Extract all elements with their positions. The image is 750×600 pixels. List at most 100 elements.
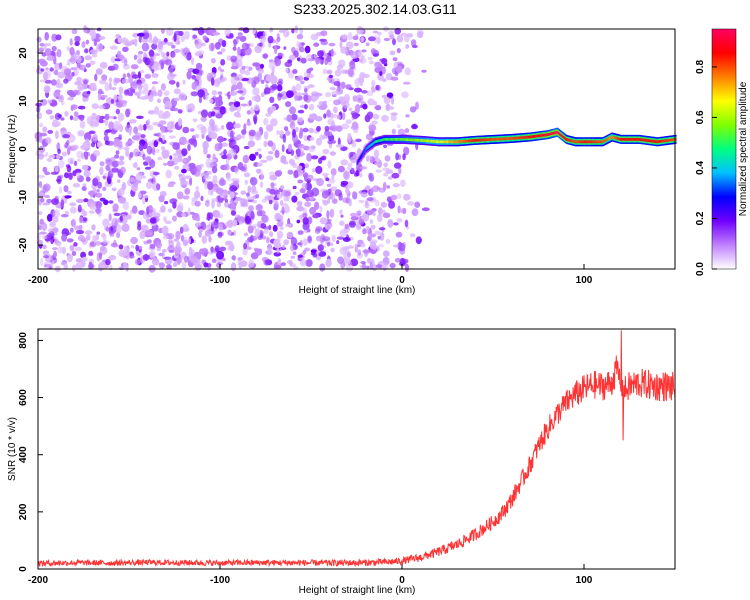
noise-blob <box>69 38 73 46</box>
noise-blob <box>49 221 56 228</box>
noise-blob <box>244 239 249 245</box>
signal-cell <box>470 139 472 143</box>
noise-blob <box>393 222 399 226</box>
noise-blob <box>299 27 304 36</box>
snr-y-tick-label: 0 <box>18 566 29 572</box>
noise-blob <box>220 59 226 66</box>
noise-blob <box>246 246 252 250</box>
noise-blob <box>286 90 294 98</box>
signal-cell <box>635 138 637 141</box>
noise-blob <box>122 201 129 210</box>
figure-title: S233.2025.302.14.03.G11 <box>293 1 456 17</box>
noise-blob <box>80 251 87 259</box>
noise-blob <box>270 118 278 127</box>
noise-blob <box>276 193 283 199</box>
signal-cell <box>448 140 450 144</box>
spec-y-tick-label: 20 <box>18 47 29 59</box>
noise-blob <box>206 212 211 222</box>
signal-cell <box>579 140 581 144</box>
noise-blob <box>263 140 268 148</box>
noise-blob <box>166 27 174 36</box>
signal-cell <box>357 160 359 164</box>
noise-blob <box>56 175 62 185</box>
noise-blob <box>356 26 364 35</box>
noise-blob <box>157 98 161 104</box>
noise-blob <box>390 96 395 105</box>
noise-blob <box>163 110 171 119</box>
noise-blob <box>392 38 396 46</box>
noise-blob <box>146 205 154 214</box>
noise-blob <box>411 124 418 130</box>
signal-cell <box>612 135 614 139</box>
noise-blob <box>64 110 69 117</box>
noise-blob <box>122 262 128 269</box>
signal-cell <box>436 140 439 144</box>
noise-blob <box>267 35 274 44</box>
signal-cell <box>483 138 486 142</box>
noise-blob <box>146 239 152 244</box>
noise-blob <box>38 211 43 216</box>
noise-blob <box>54 63 60 71</box>
noise-blob <box>206 161 214 169</box>
noise-blob <box>55 130 59 140</box>
noise-blob <box>167 160 175 167</box>
noise-blob <box>125 108 131 118</box>
noise-blob <box>311 95 319 101</box>
signal-cell <box>397 138 399 141</box>
noise-blob <box>218 223 224 231</box>
signal-cell <box>506 137 509 141</box>
noise-blob <box>254 132 262 141</box>
signal-cell <box>366 146 369 150</box>
noise-blob <box>330 247 335 253</box>
noise-blob <box>110 230 116 234</box>
noise-blob <box>191 82 198 90</box>
noise-blob <box>168 79 176 85</box>
noise-blob <box>190 91 199 97</box>
noise-blob <box>74 35 81 43</box>
noise-blob <box>307 174 314 181</box>
signal-cell <box>365 147 368 151</box>
noise-blob <box>295 76 301 81</box>
colorbar-tick-label: 0.0 <box>695 262 706 276</box>
noise-blob <box>304 45 311 54</box>
spec-x-tick-label: 0 <box>399 275 405 286</box>
noise-blob <box>122 46 129 52</box>
noise-blob <box>124 89 130 95</box>
noise-blob <box>92 177 99 187</box>
noise-blob <box>421 69 427 73</box>
noise-blob <box>130 64 139 70</box>
signal-cell <box>623 138 625 141</box>
signal-cell <box>382 138 384 142</box>
noise-blob <box>407 201 415 206</box>
noise-blob <box>74 246 83 252</box>
noise-blob <box>260 171 264 181</box>
noise-blob <box>164 100 173 110</box>
noise-blob <box>48 228 55 234</box>
signal-cell <box>613 136 615 139</box>
noise-blob <box>243 145 250 150</box>
noise-blob <box>402 207 407 215</box>
noise-blob <box>333 99 341 106</box>
noise-blob <box>355 33 359 40</box>
signal-cell <box>488 138 491 141</box>
noise-blob <box>80 152 85 160</box>
noise-blob <box>390 194 398 201</box>
noise-blob <box>345 263 354 272</box>
noise-blob <box>104 113 110 121</box>
signal-cell <box>510 137 512 140</box>
noise-blob <box>400 179 406 187</box>
noise-blob <box>253 114 258 123</box>
signal-cell <box>624 138 626 141</box>
signal-cell <box>462 140 464 143</box>
noise-blob <box>237 256 243 261</box>
noise-blob <box>284 205 290 214</box>
noise-blob <box>135 172 143 181</box>
noise-blob <box>190 256 198 264</box>
noise-blob <box>264 195 272 201</box>
signal-cell <box>493 138 496 141</box>
noise-blob <box>382 250 390 257</box>
noise-blob <box>105 164 111 171</box>
noise-blob <box>318 251 327 257</box>
noise-blob <box>111 160 120 168</box>
noise-blob <box>74 81 83 86</box>
